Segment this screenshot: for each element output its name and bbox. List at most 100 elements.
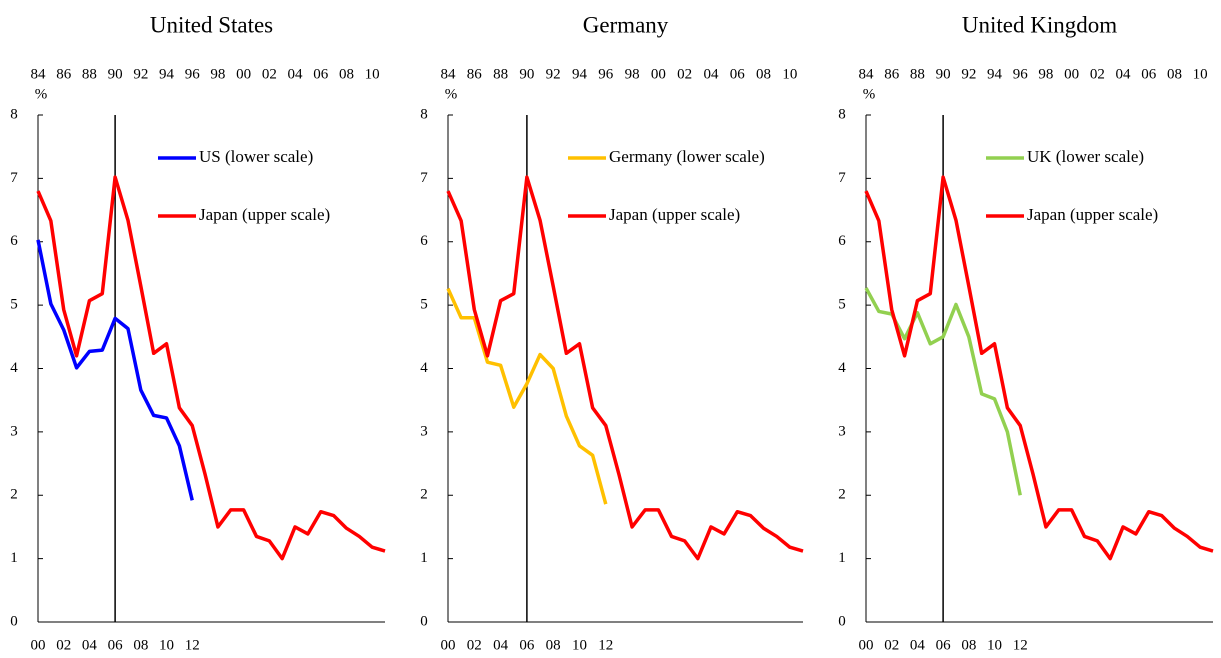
y-tick-label: 6 [10,233,18,249]
y-unit: % [445,86,458,102]
y-tick-label: 8 [10,106,18,122]
y-tick-label: 8 [838,106,846,122]
y-tick-label: 5 [420,297,428,313]
legend-label: US (lower scale) [199,147,313,166]
x2-tick-label: 88 [82,66,97,82]
y-unit: % [863,86,876,102]
x2-tick-label: 92 [961,66,976,82]
x2-tick-label: 90 [936,66,951,82]
x-tick-label: 04 [82,637,98,653]
x2-tick-label: 94 [159,66,175,82]
x2-tick-label: 06 [1141,66,1157,82]
y-tick-label: 2 [10,487,18,503]
x2-tick-label: 86 [467,66,483,82]
legend-label: Germany (lower scale) [609,147,765,166]
x2-tick-label: 06 [313,66,329,82]
x-tick-label: 06 [108,637,124,653]
x-tick-label: 12 [185,637,200,653]
x2-tick-label: 00 [1064,66,1079,82]
x-tick-label: 02 [56,637,71,653]
x2-tick-label: 00 [651,66,666,82]
x2-tick-label: 10 [1193,66,1208,82]
y-tick-label: 7 [420,170,428,186]
y-tick-label: 5 [838,297,846,313]
x2-tick-label: 02 [1090,66,1105,82]
x2-tick-label: 02 [262,66,277,82]
x2-tick-label: 04 [1116,66,1132,82]
x-tick-label: 12 [598,637,613,653]
x-tick-label: 10 [572,637,587,653]
x-tick-label: 00 [31,637,46,653]
x-tick-label: 04 [910,637,926,653]
series-line [446,175,804,561]
x2-tick-label: 92 [133,66,148,82]
series-line [36,175,386,561]
x-tick-label: 08 [133,637,148,653]
x2-tick-label: 88 [493,66,508,82]
x2-tick-label: 84 [859,66,875,82]
x-tick-label: 04 [493,637,509,653]
y-tick-label: 6 [420,233,428,249]
x2-tick-label: 88 [910,66,925,82]
x-tick-label: 10 [159,637,174,653]
x2-tick-label: 90 [519,66,534,82]
x2-tick-label: 98 [625,66,640,82]
x2-tick-label: 02 [677,66,692,82]
y-tick-label: 4 [10,360,18,376]
x-tick-label: 02 [467,637,482,653]
x-tick-label: 06 [936,637,952,653]
x-tick-label: 12 [1013,637,1028,653]
chart-title: Germany [583,12,669,37]
legend-label: UK (lower scale) [1027,147,1144,166]
y-tick-label: 4 [420,360,428,376]
x2-tick-label: 96 [185,66,201,82]
y-tick-label: 2 [838,487,846,503]
y-tick-label: 8 [420,106,428,122]
x2-tick-label: 92 [546,66,561,82]
x-tick-label: 08 [546,637,561,653]
x2-tick-label: 98 [210,66,225,82]
y-tick-label: 5 [10,297,18,313]
y-tick-label: 1 [838,550,846,566]
y-unit: % [35,86,48,102]
x2-tick-label: 96 [598,66,614,82]
x2-tick-label: 86 [884,66,900,82]
chart-title: United States [150,12,273,37]
x-tick-label: 00 [441,637,456,653]
y-tick-label: 7 [838,170,846,186]
x-tick-label: 00 [859,637,874,653]
y-tick-label: 3 [420,423,428,439]
y-tick-label: 1 [10,550,18,566]
y-tick-label: 1 [420,550,428,566]
x2-tick-label: 90 [108,66,123,82]
x-tick-label: 10 [987,637,1002,653]
x2-tick-label: 08 [756,66,771,82]
legend-label: Japan (upper scale) [199,205,330,224]
x2-tick-label: 94 [572,66,588,82]
series-line [36,239,194,501]
x-tick-label: 08 [961,637,976,653]
y-tick-label: 3 [838,423,846,439]
series-line [864,175,1214,561]
legend-label: Japan (upper scale) [609,205,740,224]
x2-tick-label: 96 [1013,66,1029,82]
y-tick-label: 0 [838,613,846,629]
x2-tick-label: 06 [730,66,746,82]
x2-tick-label: 94 [987,66,1003,82]
x2-tick-label: 08 [1167,66,1182,82]
x2-tick-label: 10 [782,66,797,82]
y-tick-label: 6 [838,233,846,249]
x-tick-label: 06 [519,637,535,653]
y-tick-label: 0 [10,613,18,629]
legend-label: Japan (upper scale) [1027,205,1158,224]
y-tick-label: 2 [420,487,428,503]
y-tick-label: 0 [420,613,428,629]
x2-tick-label: 04 [288,66,304,82]
series-line [446,287,608,505]
x2-tick-label: 84 [441,66,457,82]
x-tick-label: 02 [884,637,899,653]
y-tick-label: 3 [10,423,18,439]
y-tick-label: 4 [838,360,846,376]
